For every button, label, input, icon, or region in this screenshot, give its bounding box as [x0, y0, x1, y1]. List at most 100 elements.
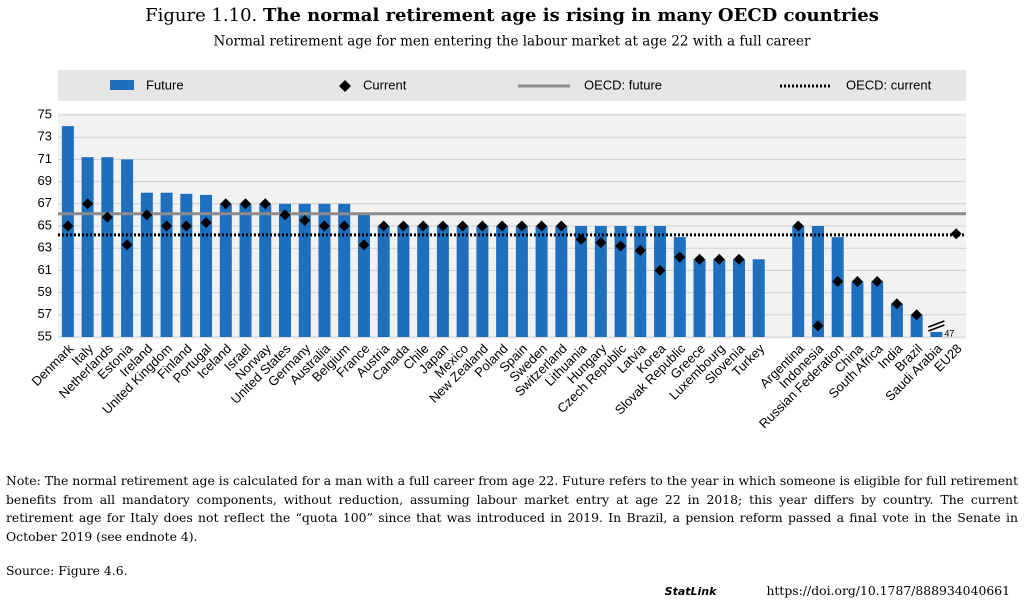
marker [891, 298, 903, 310]
marker [318, 220, 330, 232]
legend-swatch [110, 80, 134, 90]
y-tick-label: 75 [38, 106, 52, 121]
bar [397, 226, 410, 337]
marker [180, 220, 192, 232]
marker [792, 220, 804, 232]
bar [851, 281, 864, 337]
statlink-label: StatLink [664, 585, 717, 598]
marker [911, 309, 923, 321]
bar [140, 192, 153, 337]
marker [575, 233, 587, 245]
marker [101, 211, 113, 223]
bar [61, 126, 74, 337]
marker [279, 209, 291, 221]
bar [279, 203, 291, 337]
legend-label: OECD: current [846, 77, 932, 92]
marker [674, 251, 686, 263]
marker [259, 198, 271, 210]
legend-label: Future [146, 77, 184, 92]
marker [595, 237, 607, 249]
bar [476, 226, 489, 337]
marker [536, 220, 548, 232]
marker [82, 198, 94, 210]
bar [496, 226, 509, 337]
bar [871, 281, 884, 337]
marker [200, 217, 212, 229]
marker [338, 220, 350, 232]
chart: Figure 1.10. The normal retirement age i… [29, 5, 966, 431]
bar [555, 226, 568, 337]
bar [298, 203, 311, 337]
marker [851, 276, 863, 287]
bar [890, 303, 903, 337]
bar [180, 193, 193, 337]
statlink: StatLink https://doi.org/10.1787/88893404… [665, 583, 1010, 598]
marker [516, 220, 528, 232]
marker [457, 220, 469, 232]
bar [614, 226, 627, 337]
bar [792, 226, 805, 337]
bar [101, 157, 114, 337]
marker [694, 253, 706, 265]
marker [220, 198, 232, 210]
bar [338, 203, 351, 337]
bar [318, 203, 331, 337]
marker [555, 220, 567, 232]
note: Note: The normal retirement age is calcu… [6, 473, 1018, 544]
marker [240, 198, 252, 210]
y-tick-label: 55 [38, 328, 52, 343]
bar [357, 214, 370, 337]
y-tick-label: 63 [38, 240, 52, 255]
marker [62, 220, 74, 232]
bar [456, 226, 469, 337]
bar [713, 259, 726, 337]
bar [81, 157, 94, 337]
bar [831, 237, 844, 337]
bar [200, 194, 213, 337]
y-tick-label: 69 [38, 173, 52, 188]
marker [634, 244, 646, 256]
chart-title: Figure 1.10. The normal retirement age i… [145, 5, 879, 26]
bar [575, 226, 588, 337]
legend-label: OECD: future [584, 77, 662, 92]
marker [437, 220, 449, 232]
marker [161, 220, 173, 232]
y-tick-label: 71 [38, 151, 52, 166]
axis-break [928, 320, 945, 328]
marker [713, 253, 725, 265]
marker [141, 209, 153, 221]
bar [733, 259, 745, 337]
bar [239, 203, 252, 337]
marker [654, 264, 666, 276]
bar [436, 226, 449, 337]
bar [377, 226, 390, 337]
marker [358, 239, 370, 251]
bar [160, 192, 173, 337]
bar [515, 226, 528, 337]
axis-break [928, 324, 945, 332]
source: Source: Figure 4.6. [6, 563, 128, 578]
bar [693, 259, 706, 337]
bar [910, 314, 923, 337]
bar [811, 226, 824, 337]
bar [654, 226, 667, 337]
y-tick-label: 61 [38, 262, 52, 277]
marker [476, 220, 488, 232]
bar [673, 237, 686, 337]
marker [950, 228, 962, 240]
title-main: The normal retirement age is rising in m… [263, 5, 879, 26]
marker [397, 220, 409, 232]
marker [832, 276, 844, 287]
bar [535, 226, 548, 337]
title-prefix: Figure 1.10. [145, 5, 257, 26]
y-tick-label: 73 [38, 129, 52, 144]
bar [752, 259, 765, 337]
marker [733, 253, 745, 265]
marker [299, 214, 311, 226]
data-label: 47 [944, 328, 954, 338]
bar [634, 226, 647, 337]
bar [594, 226, 607, 337]
statlink-url: https://doi.org/10.1787/888934040661 [766, 583, 1010, 598]
y-tick-label: 59 [38, 284, 52, 299]
